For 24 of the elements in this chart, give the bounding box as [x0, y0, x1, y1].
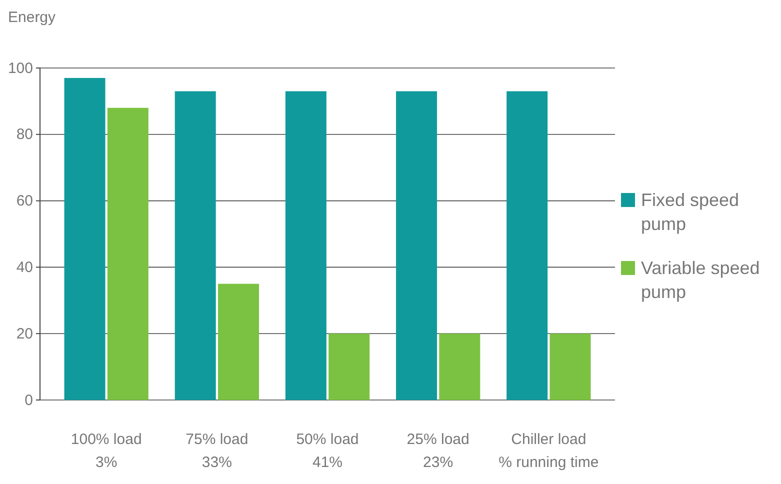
legend-label: Variable speed pump: [641, 258, 760, 302]
bar: [328, 334, 370, 400]
bar: [439, 334, 480, 400]
x-tick-label: 100% load 3%: [70, 431, 142, 471]
legend-label: Fixed speed pump: [641, 190, 740, 234]
y-axis-title: Energy: [8, 9, 56, 26]
y-tick-label: 0: [24, 392, 33, 409]
y-tick-label: 20: [16, 325, 33, 342]
x-tick-label: 25% load 23%: [406, 431, 470, 471]
bar: [396, 91, 437, 400]
bar: [550, 334, 591, 400]
y-tick-label: 80: [16, 126, 33, 144]
bar: [506, 91, 548, 400]
y-tick-label: 100: [8, 60, 33, 77]
bar: [64, 78, 106, 400]
bar: [285, 91, 326, 400]
bar: [174, 91, 216, 400]
x-tick-label: 50% load 41%: [296, 431, 359, 471]
bar: [107, 108, 148, 400]
y-tick-label: 40: [16, 259, 33, 276]
bar: [218, 284, 259, 400]
x-tick-label: 75% load 33%: [186, 431, 248, 471]
y-tick-label: 60: [16, 192, 33, 210]
x-tick-label: Chiller load % running time: [498, 431, 599, 471]
